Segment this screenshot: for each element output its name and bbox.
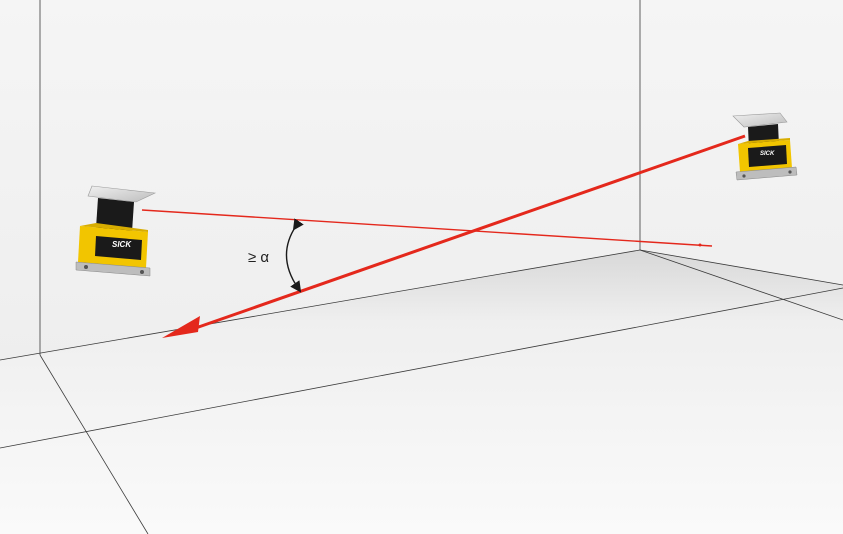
right-scanner: SICK bbox=[732, 112, 798, 181]
floor bbox=[0, 250, 843, 534]
laser-beam-thick bbox=[162, 134, 746, 338]
scanner-logo: SICK bbox=[112, 240, 132, 249]
laser-beam-thin bbox=[141, 209, 713, 247]
angle-label: ≥ α bbox=[248, 249, 269, 266]
scanner-logo: SICK bbox=[760, 151, 775, 157]
left-scanner: SICK bbox=[75, 185, 157, 277]
double-headed-arrow-icon bbox=[285, 218, 304, 293]
laser-spot bbox=[698, 243, 702, 247]
